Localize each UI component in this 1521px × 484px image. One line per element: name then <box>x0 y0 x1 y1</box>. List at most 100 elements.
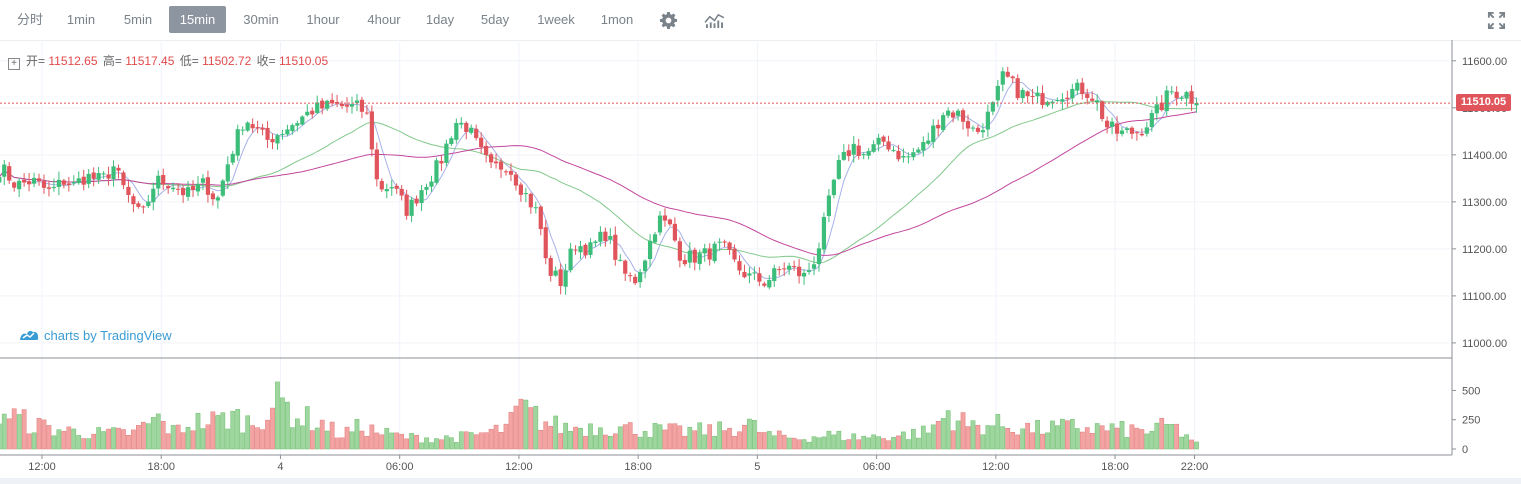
timeframe-tab-1[interactable]: 1min <box>66 12 96 27</box>
candle-body-134 <box>662 215 668 221</box>
candle-body-203 <box>1005 71 1010 77</box>
legend-toggle-icon[interactable]: + <box>8 58 20 70</box>
candle-body-189 <box>936 124 941 129</box>
volume-bar-37 <box>180 432 186 450</box>
volume-bar-179 <box>886 440 891 450</box>
volume-bar-168 <box>831 434 837 450</box>
price-tick-label-3: 11300.00 <box>1462 197 1507 209</box>
volume-bar-225 <box>1114 427 1120 450</box>
candle-body-214 <box>1060 99 1065 102</box>
volume-bar-13 <box>61 431 67 450</box>
volume-bar-203 <box>1005 428 1011 450</box>
volume-bar-74 <box>364 436 370 450</box>
volume-bar-26 <box>126 435 131 450</box>
candle-body-110 <box>543 227 548 259</box>
candle-body-231 <box>1144 127 1149 134</box>
volume-bar-151 <box>747 418 752 450</box>
candle-body-79 <box>389 187 394 189</box>
bottom-band <box>0 478 1521 484</box>
volume-bar-58 <box>285 401 290 450</box>
volume-bar-45 <box>220 412 226 450</box>
candle-body-191 <box>946 110 951 116</box>
candle-body-153 <box>757 273 762 282</box>
volume-bar-180 <box>891 437 896 450</box>
candle-body-164 <box>811 264 817 269</box>
candle-body-197 <box>975 127 981 132</box>
candle-body-23 <box>111 166 116 180</box>
price-tick-label-6: 11600.00 <box>1462 56 1507 68</box>
volume-bar-156 <box>771 435 777 450</box>
timeframe-tab-5[interactable]: 1hour <box>306 12 340 27</box>
candle-body-188 <box>931 125 936 143</box>
time-tick-label-10: 22:00 <box>1181 461 1209 473</box>
timeframe-tab-4[interactable]: 30min <box>243 12 279 27</box>
candle-body-151 <box>747 273 752 276</box>
volume-bar-160 <box>791 437 797 450</box>
candle-body-104 <box>513 174 519 186</box>
candle-body-232 <box>1149 113 1154 127</box>
indicators-icon[interactable] <box>704 12 725 29</box>
timeframe-tab-3[interactable]: 15min <box>169 6 226 33</box>
candle-body-215 <box>1065 97 1070 100</box>
volume-bar-80 <box>394 432 400 450</box>
volume-tick-label-2: 500 <box>1462 385 1480 397</box>
candlestick-chart[interactable]: 11000.00 11100.00 11200.00 11300.00 11400.00… <box>0 40 1521 478</box>
volume-bar-228 <box>1129 424 1135 450</box>
candle-body-24 <box>116 167 121 171</box>
time-tick-label-6: 5 <box>754 461 760 473</box>
volume-bar-220 <box>1089 432 1095 450</box>
timeframe-tab-8[interactable]: 5day <box>480 12 510 27</box>
volume-bar-133 <box>657 424 663 450</box>
volume-bar-164 <box>811 436 817 450</box>
candle-body-158 <box>782 268 787 270</box>
fullscreen-icon[interactable] <box>1487 11 1506 30</box>
timeframe-tab-9[interactable]: 1week <box>537 12 575 27</box>
timeframe-tab-10[interactable]: 1mon <box>600 12 634 27</box>
volume-bar-38 <box>185 426 191 450</box>
timeframe-tab-2[interactable]: 5min <box>123 12 153 27</box>
volume-bar-176 <box>871 434 876 450</box>
candle-body-65 <box>320 100 325 109</box>
volume-bar-202 <box>1000 426 1006 450</box>
candle-body-141 <box>697 253 702 264</box>
close-label: 收= <box>256 54 276 68</box>
volume-bar-124 <box>612 433 618 450</box>
volume-bar-140 <box>692 430 698 450</box>
candle-body-121 <box>598 231 603 242</box>
volume-bar-51 <box>250 425 255 450</box>
candle-body-59 <box>290 125 295 132</box>
timeframe-toolbar: 分时 1min 5min 15min 30min 1hour 4hour 1day 5day 1w… <box>0 0 1521 41</box>
timeframe-tab-6[interactable]: 4hour <box>367 12 401 27</box>
timeframe-tab-7[interactable]: 1day <box>425 12 455 27</box>
timeframe-tab-0[interactable]: 分时 <box>16 12 43 27</box>
volume-tick-label-1: 250 <box>1462 415 1480 427</box>
candle-body-150 <box>742 271 747 278</box>
candle-body-3 <box>12 182 17 188</box>
volume-bar-76 <box>374 432 380 450</box>
volume-bar-63 <box>309 430 315 450</box>
candle-body-226 <box>1119 130 1125 134</box>
candle-body-137 <box>677 241 682 261</box>
candle-body-157 <box>777 269 782 271</box>
volume-bar-42 <box>205 424 211 450</box>
candle-body-122 <box>603 231 608 242</box>
volume-bar-229 <box>1134 427 1140 450</box>
volume-bar-43 <box>210 411 216 450</box>
volume-bar-116 <box>573 426 578 450</box>
candle-body-120 <box>593 241 598 244</box>
volume-bar-201 <box>995 414 1001 450</box>
volume-bar-185 <box>915 437 921 450</box>
candle-body-92 <box>454 123 459 140</box>
volume-bar-233 <box>1154 422 1160 450</box>
gear-icon[interactable] <box>659 11 678 30</box>
candle-body-236 <box>1169 91 1174 93</box>
candle-body-94 <box>464 122 469 133</box>
candle-body-47 <box>230 153 235 163</box>
tradingview-watermark[interactable]: charts by TradingView <box>18 328 172 343</box>
candle-body-115 <box>568 248 573 271</box>
candle-body-73 <box>359 99 365 112</box>
candle-body-109 <box>538 206 543 230</box>
volume-bar-88 <box>434 438 439 450</box>
volume-bar-103 <box>508 412 514 450</box>
high-value: 11517.45 <box>125 54 175 68</box>
